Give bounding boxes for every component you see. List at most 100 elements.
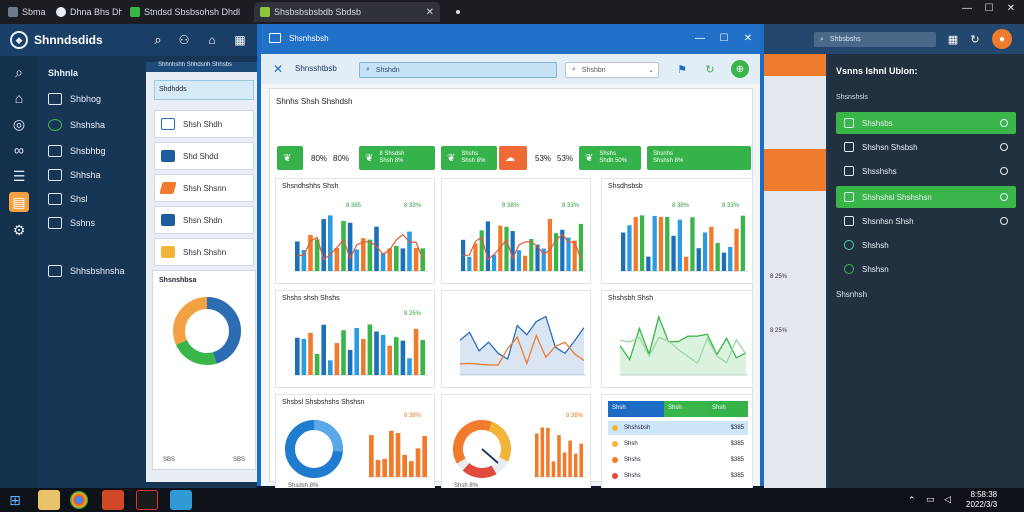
sidebar-item[interactable]: Shshsn Shsbsh <box>836 136 1016 158</box>
link-icon[interactable]: ∞ <box>14 142 24 158</box>
grid-icon[interactable]: ▦ <box>947 33 959 46</box>
left-app-header: ◆ Shnndsdids ⌕ ⚇ ⌂ ▦ <box>0 24 257 56</box>
chrome-icon[interactable] <box>70 491 88 509</box>
nav-footer-item[interactable]: Shhsbshnsha <box>48 262 125 280</box>
stat-tile-icon[interactable]: ☁ <box>499 146 527 170</box>
sidebar-item[interactable]: Shshsn <box>836 258 1016 280</box>
minimize-icon[interactable]: — <box>695 32 705 44</box>
home-icon[interactable]: ⌂ <box>208 33 216 47</box>
table-row[interactable]: Shshs $385 <box>608 453 748 467</box>
stat-tile[interactable]: 80% 80% <box>311 153 350 163</box>
sync-icon[interactable]: ↻ <box>705 63 715 76</box>
stat-tile-icon[interactable]: ❦ <box>277 146 303 170</box>
bar <box>658 216 664 271</box>
table-header-cell[interactable]: Shsh <box>664 401 708 417</box>
donut-card-title: Shsnshbsa <box>159 277 197 284</box>
add-icon[interactable]: ⊕ <box>731 60 749 78</box>
status-dot-icon <box>1000 217 1008 225</box>
sidebar-item[interactable]: Shsshshs <box>836 160 1016 182</box>
nav-item-icon <box>48 93 62 105</box>
browser-tab-active[interactable]: Shsbsbsbsbdb Sbdsb ✕ <box>254 2 440 22</box>
maximize-icon[interactable]: ☐ <box>984 2 994 14</box>
grid-icon[interactable]: ▦ <box>234 33 246 47</box>
stat-tile[interactable]: ❦ Shshs Shsh 8% <box>441 146 497 170</box>
user-icon[interactable]: ⚇ <box>178 33 190 47</box>
sidebar-item[interactable]: Shshsh <box>836 234 1016 256</box>
sync-icon[interactable]: ↻ <box>970 33 980 46</box>
browser-tab[interactable]: Stndsd Sbsbsohsh Dhdl <box>124 2 252 22</box>
table-header-cell[interactable]: Shsh <box>708 401 748 417</box>
new-tab-button[interactable] <box>446 2 470 22</box>
nav-item[interactable]: Shshsha <box>48 116 105 134</box>
table-header-cell[interactable]: Shsh <box>608 401 664 417</box>
table-row[interactable]: Shshsbsh $385 <box>608 421 748 435</box>
nav-item[interactable]: Shhsha <box>48 166 101 184</box>
bar-chart <box>534 427 586 478</box>
nav-item[interactable]: Shbhog <box>48 90 101 108</box>
chart-title: Shshsbh Shsh <box>608 295 654 302</box>
file-explorer-icon[interactable] <box>38 490 60 510</box>
table-row[interactable]: Shsh $385 <box>608 437 748 451</box>
browser-tab[interactable]: Dhna Bhs Dhdd <box>50 2 122 22</box>
maximize-icon[interactable]: ☐ <box>719 32 729 44</box>
bar <box>541 248 546 271</box>
panel-list-item[interactable]: Shsh Shdh <box>154 110 254 138</box>
nav-item[interactable]: Shsl <box>48 190 88 208</box>
close-icon[interactable]: ✕ <box>743 32 753 44</box>
icon-rail: ⌕ ⌂ ◎ ∞ ☰ ▤ ⚙ <box>0 56 38 488</box>
start-icon[interactable]: ⊞ <box>9 491 21 508</box>
avatar[interactable]: ● <box>992 29 1012 49</box>
gauge-segment <box>453 420 512 479</box>
powerpoint-icon[interactable] <box>102 490 124 510</box>
leaf-icon: ❦ <box>283 152 292 164</box>
panel-list-item[interactable]: Shd Shdd <box>154 142 254 170</box>
minimize-icon[interactable]: — <box>962 2 972 14</box>
home-icon[interactable]: ⌂ <box>14 90 24 106</box>
sidebar-item[interactable]: Shshshsl Shshshsn <box>836 186 1016 208</box>
stat-tile[interactable]: 53% 53% <box>535 153 574 163</box>
status-dot-icon <box>1000 119 1008 127</box>
chart-legend: 8 25% <box>404 311 422 317</box>
search-icon[interactable]: ⌕ <box>154 32 162 47</box>
stat-tile[interactable]: ❦ Shshs Shdh 50% <box>579 146 641 170</box>
close-window-icon[interactable]: ✕ <box>1006 2 1016 14</box>
sidebar-item[interactable]: Shshsbs <box>836 112 1016 134</box>
search-icon[interactable]: ⌕ <box>15 63 23 80</box>
database-icon[interactable]: ▤ <box>9 192 29 212</box>
settings-icon[interactable]: ⚙ <box>12 221 26 238</box>
clock[interactable]: 8:58:38 2022/3/3 <box>966 490 997 510</box>
bar <box>420 339 425 375</box>
list-icon[interactable]: ☰ <box>12 167 26 184</box>
panel-list-item[interactable]: Shsh Shsnn <box>154 174 254 202</box>
sub-value: 8 25% <box>770 274 788 280</box>
sidebar-item[interactable]: Shsnhsn Shsh <box>836 210 1016 232</box>
network-icon[interactable]: ▭ <box>926 494 935 504</box>
stat-tile[interactable]: ❦ 8 Shsdsh Shsh 8% <box>359 146 435 170</box>
panel-list-item[interactable]: Shsn Shdn <box>154 206 254 234</box>
table-row[interactable]: Shshs $385 <box>608 469 748 483</box>
bar <box>328 215 333 271</box>
toolbar: ✕ Shnsshtbsb ⌕ Shshdn ⌕ Shshbn ⌄ ⚑ ↻ ⊕ <box>261 54 760 84</box>
flag-icon[interactable]: ⚑ <box>677 63 687 76</box>
bar <box>467 256 472 271</box>
nav-item[interactable]: Sshns <box>48 214 95 232</box>
close-tab-icon[interactable]: ✕ <box>425 6 434 18</box>
chart-card: 8 38% 8 33% <box>441 178 591 284</box>
compass-icon[interactable]: ◎ <box>12 115 26 132</box>
tray-chevron-icon[interactable]: ⌃ <box>908 495 916 505</box>
search-input[interactable]: ⌕ Shshdn <box>359 62 557 78</box>
chart-card <box>441 290 591 388</box>
close-panel-icon[interactable]: ✕ <box>272 62 284 76</box>
app-window-icon[interactable] <box>170 490 192 510</box>
panel-list-item[interactable]: Shsh Shshn <box>154 238 254 266</box>
stat-tile[interactable]: Shsnhs Shshsh 8% <box>647 146 751 170</box>
bar <box>535 433 539 477</box>
nav-item[interactable]: Shsbhbg <box>48 142 106 160</box>
chart-title: Shsdhsbsb <box>608 183 643 190</box>
volume-icon[interactable]: ◁ <box>944 494 951 504</box>
browser-tab[interactable]: Sbma <box>2 2 48 22</box>
item-icon <box>844 264 854 274</box>
search-input[interactable]: ⌕ Shbsbshs <box>814 32 936 47</box>
filter-dropdown[interactable]: ⌕ Shshbn ⌄ <box>565 62 659 78</box>
acrobat-icon[interactable] <box>136 490 158 510</box>
